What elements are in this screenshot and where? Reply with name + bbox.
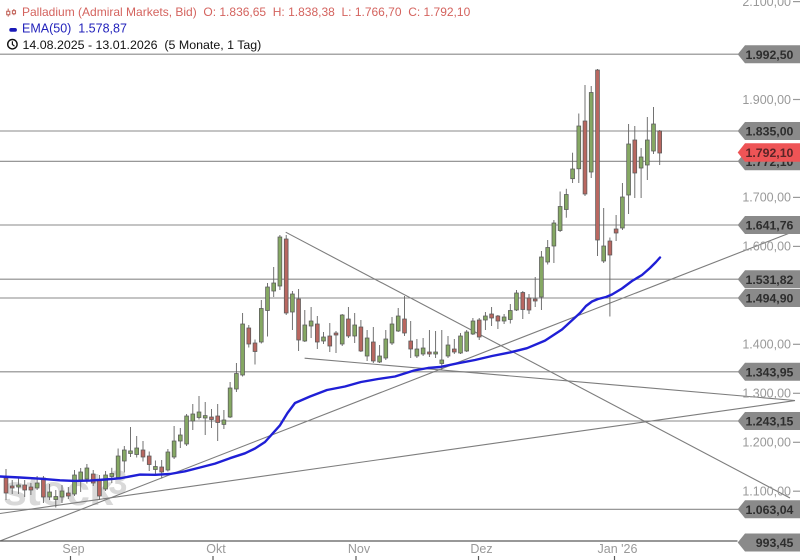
svg-text:Jan '26: Jan '26 bbox=[598, 542, 638, 556]
svg-text:1.200,00: 1.200,00 bbox=[742, 436, 791, 450]
svg-text:993,45: 993,45 bbox=[756, 536, 794, 550]
svg-text:1.792,10: 1.792,10 bbox=[746, 146, 794, 160]
svg-text:1.494,90: 1.494,90 bbox=[746, 292, 794, 306]
svg-text:EMA(50) 1.578,87: EMA(50) 1.578,87 bbox=[22, 21, 127, 35]
svg-text:1.400,00: 1.400,00 bbox=[742, 338, 791, 352]
svg-text:Okt: Okt bbox=[206, 542, 226, 556]
svg-text:1.063,04: 1.063,04 bbox=[746, 503, 794, 517]
svg-text:1.343,95: 1.343,95 bbox=[746, 365, 794, 379]
svg-text:1.300,00: 1.300,00 bbox=[742, 387, 791, 401]
svg-text:1.900,00: 1.900,00 bbox=[742, 93, 791, 107]
svg-text:1.992,50: 1.992,50 bbox=[746, 48, 794, 62]
svg-text:1.600,00: 1.600,00 bbox=[742, 240, 791, 254]
svg-text:Dez: Dez bbox=[470, 542, 492, 556]
svg-text:Sep: Sep bbox=[62, 542, 84, 556]
svg-text:1.531,82: 1.531,82 bbox=[746, 273, 794, 287]
svg-text:1.243,15: 1.243,15 bbox=[746, 415, 794, 429]
svg-text:1.700,00: 1.700,00 bbox=[742, 191, 791, 205]
svg-text:Palladium (Admiral Markets, Bi: Palladium (Admiral Markets, Bid) O: 1.83… bbox=[22, 5, 471, 19]
svg-text:1.641,76: 1.641,76 bbox=[746, 219, 794, 233]
svg-text:2.100,00: 2.100,00 bbox=[742, 0, 791, 9]
svg-text:14.08.2025 - 13.01.2026 (5 Mo: 14.08.2025 - 13.01.2026 (5 Monate, 1 Tag… bbox=[23, 38, 262, 52]
svg-text:1.835,00: 1.835,00 bbox=[746, 125, 794, 139]
svg-text:1.100,00: 1.100,00 bbox=[742, 485, 791, 499]
svg-text:Nov: Nov bbox=[348, 542, 371, 556]
svg-text:stock: stock bbox=[3, 467, 113, 515]
